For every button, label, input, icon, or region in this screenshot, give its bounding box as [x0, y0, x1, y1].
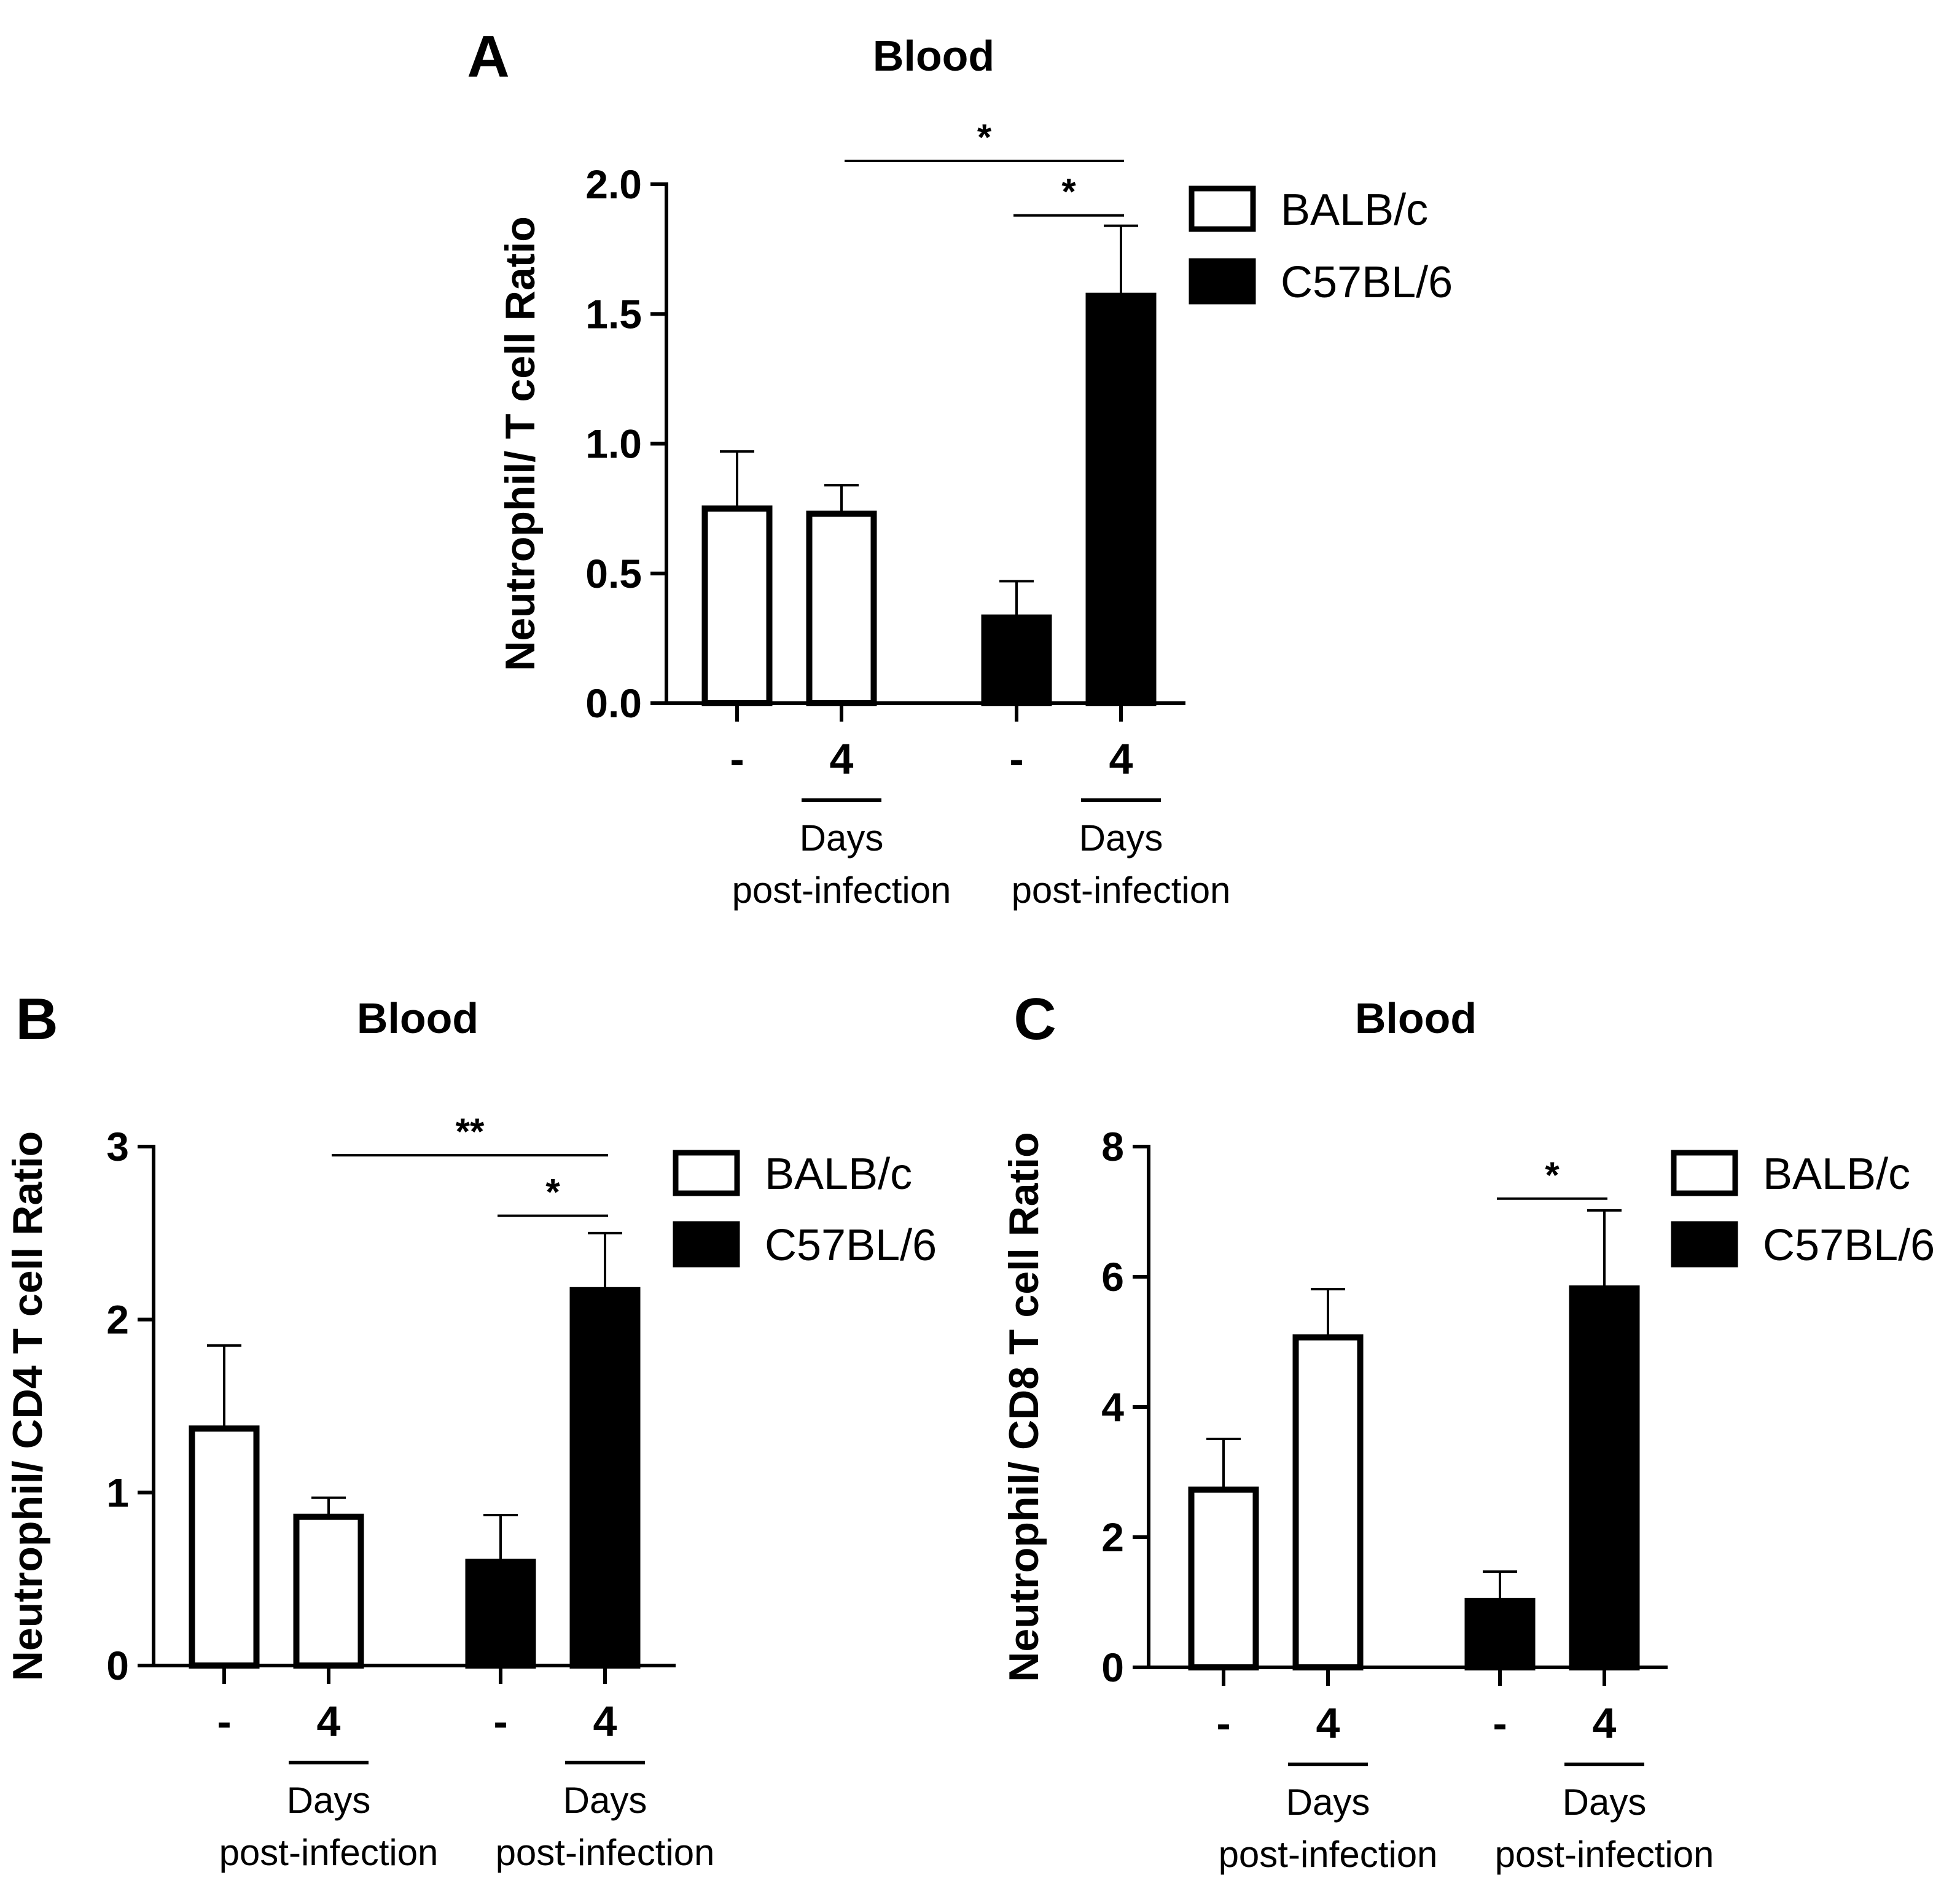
significance-star: * — [977, 117, 992, 158]
legend-label: C57BL/6 — [1763, 1221, 1935, 1270]
chart-title: Blood — [1355, 994, 1477, 1042]
x-category-label: - — [1493, 1699, 1507, 1747]
x-category-label: 4 — [1316, 1699, 1340, 1747]
panel-letter: A — [467, 24, 509, 90]
legend-label: BALB/c — [1763, 1150, 1910, 1199]
legend-swatch — [1189, 185, 1256, 232]
x-category-label: - — [1216, 1699, 1230, 1747]
legend-label: C57BL/6 — [1281, 258, 1453, 307]
bar-balb-c — [1188, 1486, 1259, 1671]
panel-c: C Blood Neutrophil/ CD8 T cell Ratio 0 2 4 6 8 -… — [1001, 986, 1935, 1875]
y-tick-label: 1.5 — [585, 291, 642, 337]
x-category-label: 4 — [1109, 735, 1133, 783]
y-tick-label: 4 — [1101, 1384, 1124, 1430]
significance-star: * — [1545, 1155, 1560, 1196]
x-category-label: 4 — [830, 735, 854, 783]
x-category-label: - — [730, 735, 744, 783]
legend-label: BALB/c — [1281, 185, 1428, 235]
y-tick-label: 0 — [1101, 1645, 1124, 1690]
y-axis-label: Neutrophil/ CD4 T cell Ratio — [4, 1131, 51, 1681]
x-sublabel-days: Days — [287, 1780, 371, 1821]
y-tick-label: 2 — [106, 1297, 129, 1342]
y-tick-label: 3 — [106, 1124, 129, 1169]
significance-star: * — [545, 1172, 560, 1213]
bar-balb-c — [293, 1513, 364, 1669]
legend-swatch — [1189, 258, 1256, 305]
panel-a: A Blood Neutrophil/ T cell Ratio 0.0 0.5 1.0 1… — [467, 24, 1453, 911]
x-category-label: - — [217, 1697, 231, 1745]
legend-swatch — [1671, 1221, 1738, 1268]
x-sublabel-days: Days — [1079, 817, 1163, 859]
legend-swatch — [673, 1221, 740, 1268]
x-category-label: 4 — [593, 1697, 617, 1745]
panel-letter: B — [15, 986, 58, 1052]
y-tick-label: 1 — [106, 1470, 129, 1515]
bar-balb-c — [189, 1425, 260, 1669]
x-sublabel-post-infection: post-infection — [1012, 870, 1231, 911]
y-tick-label: 0.5 — [585, 551, 642, 596]
x-category-label: 4 — [1593, 1699, 1617, 1747]
x-category-label: - — [1009, 735, 1023, 783]
y-tick-label: 8 — [1101, 1124, 1124, 1169]
x-sublabel-post-infection: post-infection — [732, 870, 951, 911]
y-axis-label: Neutrophil/ T cell Ratio — [497, 216, 544, 671]
y-axis-label: Neutrophil/ CD8 T cell Ratio — [1001, 1132, 1047, 1681]
significance-star: ** — [456, 1111, 485, 1152]
x-sublabel-days: Days — [1286, 1782, 1370, 1823]
legend-swatch — [673, 1150, 740, 1196]
chart-title: Blood — [873, 32, 994, 80]
x-category-label: 4 — [317, 1697, 341, 1745]
legend-label: BALB/c — [765, 1150, 912, 1199]
x-sublabel-post-infection: post-infection — [1495, 1834, 1714, 1875]
x-sublabel-post-infection: post-infection — [219, 1832, 439, 1873]
bar-c57bl-6 — [465, 1559, 536, 1669]
chart-title: Blood — [357, 994, 478, 1042]
bar-balb-c — [1292, 1334, 1364, 1671]
bar-balb-c — [806, 510, 877, 706]
y-tick-label: 2.0 — [585, 162, 642, 207]
x-sublabel-days: Days — [563, 1780, 647, 1821]
x-category-label: - — [493, 1697, 507, 1745]
bar-c57bl-6 — [1569, 1285, 1640, 1671]
legend-swatch — [1671, 1150, 1738, 1196]
legend-label: C57BL/6 — [765, 1221, 937, 1270]
panel-b: B Blood Neutrophil/ CD4 T cell Ratio 0 1 2 3 - 4… — [4, 986, 937, 1873]
bar-c57bl-6 — [1464, 1597, 1536, 1670]
y-tick-label: 1.0 — [585, 421, 642, 467]
x-sublabel-post-infection: post-infection — [1219, 1834, 1438, 1875]
bar-c57bl-6 — [981, 614, 1052, 707]
bar-balb-c — [701, 505, 773, 706]
panel-letter: C — [1013, 986, 1056, 1052]
x-sublabel-post-infection: post-infection — [496, 1832, 715, 1873]
bar-c57bl-6 — [1085, 292, 1157, 706]
x-sublabel-days: Days — [800, 817, 884, 859]
y-tick-label: 2 — [1101, 1514, 1124, 1560]
bar-c57bl-6 — [569, 1287, 641, 1669]
y-tick-label: 0 — [106, 1643, 129, 1688]
y-tick-label: 6 — [1101, 1254, 1124, 1300]
x-sublabel-days: Days — [1563, 1782, 1647, 1823]
significance-star: * — [1061, 171, 1076, 212]
y-tick-label: 0.0 — [585, 680, 642, 726]
